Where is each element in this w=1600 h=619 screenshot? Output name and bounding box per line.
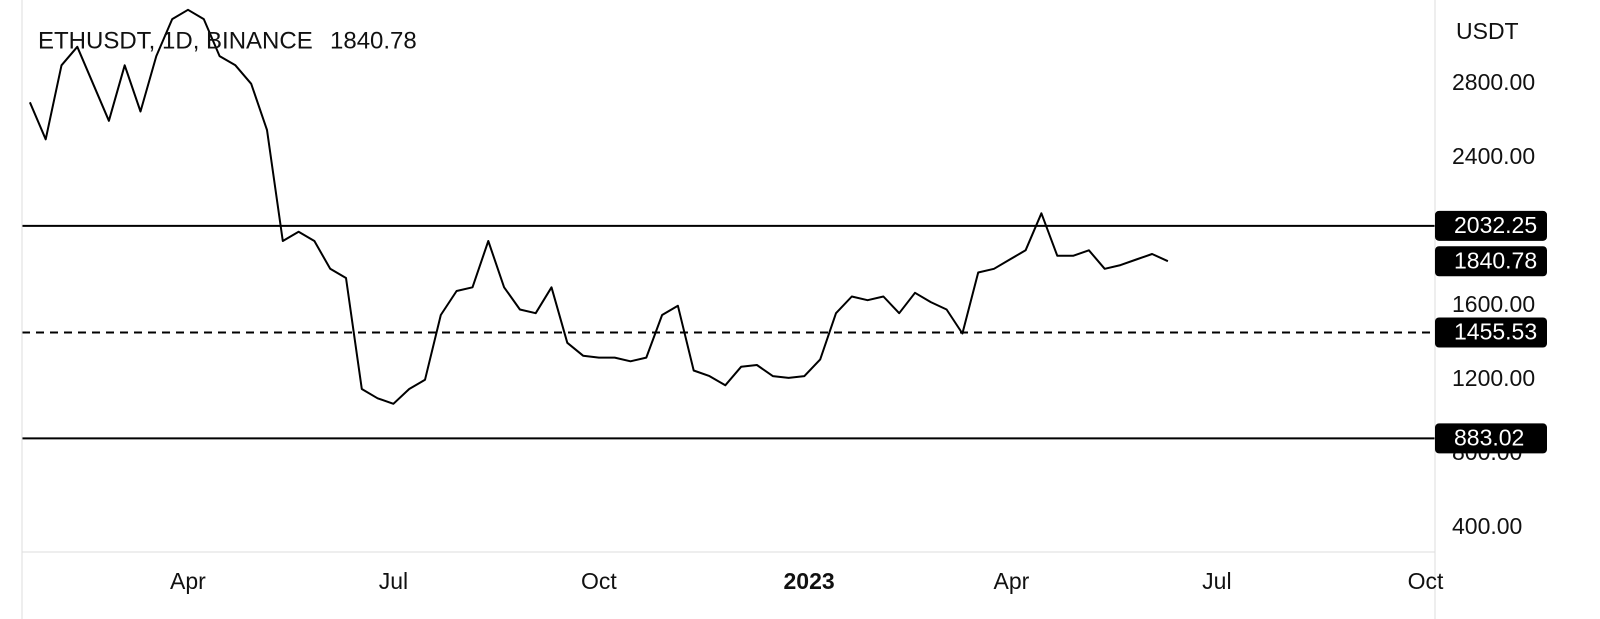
level-label: 1455.53: [1454, 319, 1537, 345]
level-label-bg: [1435, 423, 1547, 454]
axes: 400.00800.001200.001600.002400.002800.00…: [170, 69, 1547, 594]
x-tick-label: Jul: [379, 568, 408, 594]
x-tick-label: Oct: [581, 568, 617, 594]
plot-area: [22, 8, 1435, 440]
price-line: [28, 8, 1169, 405]
x-tick-label: Jul: [1202, 568, 1231, 594]
y-tick-label: 1600.00: [1452, 291, 1535, 317]
last-price-label-bg: [1435, 246, 1547, 277]
x-tick-label: Apr: [170, 568, 206, 594]
x-tick-label: 2023: [784, 568, 835, 594]
y-tick-label: 1200.00: [1452, 365, 1535, 391]
y-tick-label: 2400.00: [1452, 143, 1535, 169]
level-label: 2032.25: [1454, 212, 1537, 238]
symbol-title: ETHUSDT, 1D, BINANCE: [38, 27, 313, 54]
header-price: 1840.78: [330, 27, 417, 54]
x-tick-label: Oct: [1408, 568, 1444, 594]
y-axis-label: USDT: [1456, 18, 1519, 44]
level-label-bg: [1435, 317, 1547, 348]
y-tick-label: 2800.00: [1452, 69, 1535, 95]
level-label-bg: [1435, 210, 1547, 241]
last-price-label: 1840.78: [1454, 247, 1537, 273]
level-label: 883.02: [1454, 424, 1524, 450]
x-tick-label: Apr: [994, 568, 1030, 594]
y-tick-label: 400.00: [1452, 513, 1522, 539]
